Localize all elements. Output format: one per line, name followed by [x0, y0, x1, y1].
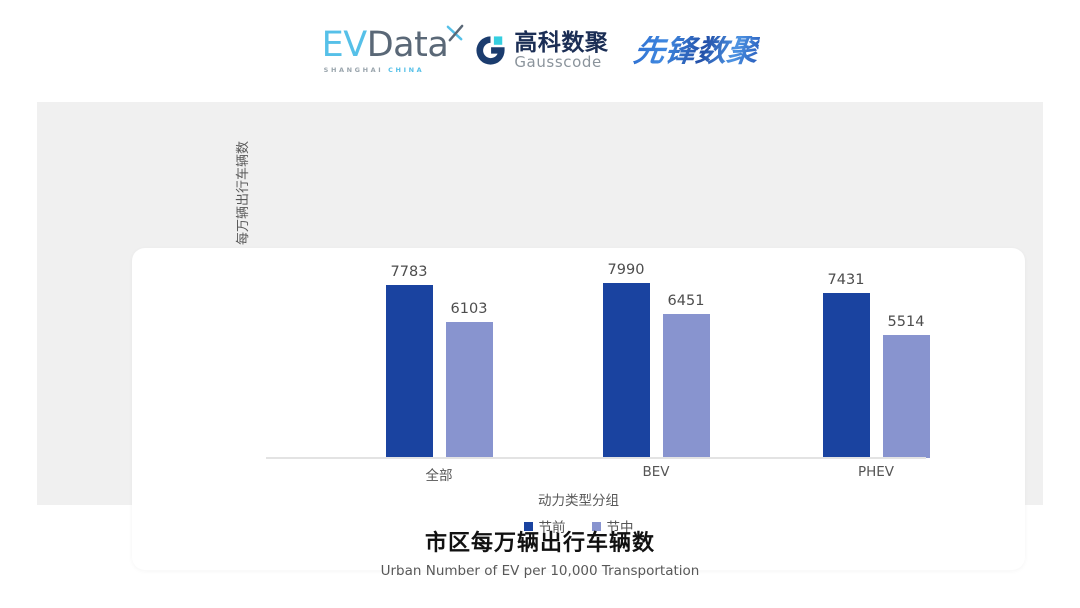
x-axis-line — [266, 457, 926, 459]
logo-xianfeng: 先锋数聚 — [631, 32, 761, 69]
bar-节中[interactable] — [662, 314, 710, 458]
bar-节前[interactable] — [822, 292, 870, 458]
page-subtitle: Urban Number of EV per 10,000 Transporta… — [380, 562, 700, 579]
x-tick-label: PHEV — [857, 464, 895, 480]
chart-outer-panel: 每万辆出行车辆数 7783 6103 7990 6451 7431 5514 动力类型分组… — [37, 102, 1043, 570]
bar-group: 7783 6103 — [379, 262, 499, 458]
gausscode-text-block: 高科数聚 Gausscode — [514, 31, 608, 71]
bar-group: 7990 6451 — [596, 262, 716, 458]
plot-area: 7783 6103 7990 6451 7431 5514 — [266, 262, 930, 458]
bar-value-label: 6103 — [450, 301, 488, 318]
y-axis-title: 每万辆出行车辆数 — [235, 141, 251, 246]
evdata-sublabel: SHANGHAI CHINA — [324, 66, 425, 74]
bar-slot: 7783 — [385, 262, 433, 458]
gausscode-g-mark-icon — [474, 34, 507, 67]
bar-slot: 6103 — [445, 262, 493, 458]
legend-swatch-icon — [591, 521, 601, 531]
gausscode-en-text: Gausscode — [514, 53, 602, 72]
evdata-data-text: Data — [366, 25, 449, 65]
evdata-sub-china: CHINA — [388, 66, 425, 74]
x-tick-label: 全部 — [425, 468, 453, 484]
page-title: 市区每万辆出行车辆数 — [424, 531, 655, 556]
footer: 市区每万辆出行车辆数 Urban Number of EV per 10,000… — [0, 530, 1080, 579]
legend-item[interactable]: 节中 — [591, 516, 634, 536]
bar-节中[interactable] — [445, 322, 493, 458]
legend-label: 节中 — [606, 520, 634, 536]
bar-value-label: 5514 — [887, 314, 925, 331]
bar-节中[interactable] — [882, 335, 930, 458]
chart-legend: 节前 节中 — [132, 516, 1025, 536]
gausscode-cn-text: 高科数聚 — [514, 30, 609, 57]
evdata-wordmark: EV Data — [321, 24, 464, 65]
bar-value-label: 7783 — [390, 263, 428, 280]
bar-value-label: 7431 — [827, 271, 865, 288]
legend-swatch-icon — [523, 521, 533, 531]
legend-label: 节前 — [538, 520, 566, 536]
logo-evdata: EV Data SHANGHAI CHINA — [321, 24, 464, 74]
bar-chart: 每万辆出行车辆数 7783 6103 7990 6451 7431 5514 动力类型分组… — [132, 141, 1025, 570]
x-mark-icon — [446, 15, 465, 42]
x-tick-label: BEV — [642, 464, 670, 480]
bar-group: 7431 5514 — [816, 262, 936, 458]
bar-节前[interactable] — [602, 283, 650, 458]
evdata-ev-text: EV — [321, 25, 368, 65]
bar-slot: 6451 — [662, 262, 710, 458]
bar-value-label: 7990 — [607, 262, 645, 278]
logo-gausscode: 高科数聚 Gausscode — [474, 31, 608, 71]
evdata-sub-shanghai: SHANGHAI — [323, 66, 384, 74]
bar-slot: 5514 — [882, 262, 930, 458]
bar-slot: 7990 — [602, 262, 650, 458]
legend-item[interactable]: 节前 — [523, 516, 566, 536]
bar-节前[interactable] — [385, 284, 433, 458]
logo-bar: EV Data SHANGHAI CHINA — [0, 22, 1080, 80]
chart-card: 每万辆出行车辆数 7783 6103 7990 6451 7431 5514 动力类型分组… — [132, 141, 1025, 570]
x-axis-title: 动力类型分组 — [538, 493, 619, 509]
bar-slot: 7431 — [822, 262, 870, 458]
bar-value-label: 6451 — [667, 293, 705, 310]
